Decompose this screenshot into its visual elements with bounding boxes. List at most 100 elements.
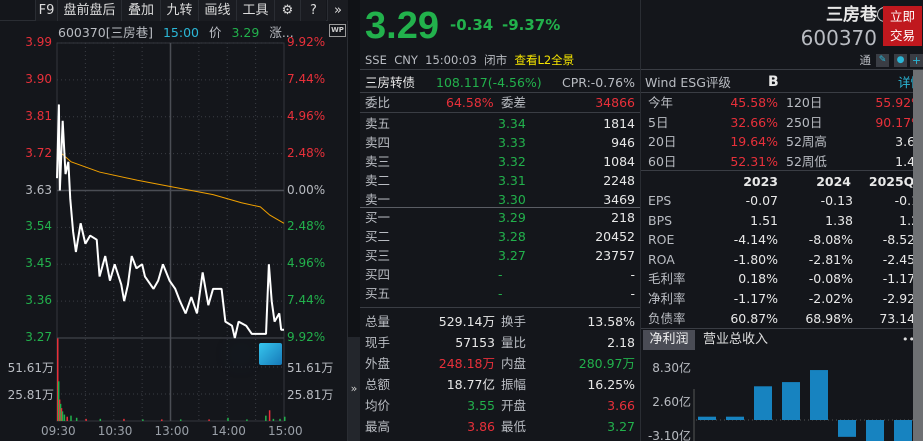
bid-volume: 218: [611, 210, 635, 225]
bid-price: -: [498, 286, 503, 301]
fin-value: -4.14%: [733, 232, 778, 248]
perf-row: 今年 45.58% 120日 55.92%: [641, 93, 923, 112]
tong-label[interactable]: 通: [859, 53, 872, 67]
l2-link[interactable]: 查看L2全景: [514, 53, 575, 67]
edit-icon[interactable]: ✎: [876, 54, 889, 67]
y-axis-label-left: 3.54: [25, 219, 52, 234]
wp-icon[interactable]: WP: [329, 24, 346, 37]
fin-label: BPS: [648, 212, 673, 228]
cursor-price: 3.29: [231, 25, 260, 40]
scroll-to-latest-button[interactable]: [259, 343, 282, 365]
volume-bar: [268, 410, 271, 421]
weibi-value: 64.58%: [446, 95, 494, 110]
bid-row: 买五 - -: [360, 284, 640, 303]
toolbar-button-3[interactable]: 九转: [160, 0, 198, 21]
perf-value: 32.66%: [730, 114, 778, 130]
ask-price: 3.34: [498, 116, 526, 131]
perf-row: 60日 52.31% 52周低 1.48: [641, 152, 923, 171]
fin-row: ROA -1.80% -2.81% -2.45%: [641, 250, 923, 269]
bar: [894, 420, 912, 441]
volume-bar: [265, 415, 267, 421]
gear-icon[interactable]: ⚙: [274, 0, 300, 21]
stat-label: 均价: [365, 398, 391, 413]
bid-volume: 23757: [595, 248, 635, 263]
add-icon[interactable]: +: [910, 54, 923, 67]
perf-label: 120日: [786, 95, 823, 110]
bid-price: 3.27: [498, 248, 526, 263]
bid-price: 3.29: [498, 210, 526, 225]
volume-bar: [60, 408, 63, 421]
toolbar-button-0[interactable]: F9: [35, 0, 57, 21]
ask-row: 卖二 3.31 2248: [360, 171, 640, 190]
time-axis-label: 09:30: [41, 424, 76, 438]
y-axis-label-right: 7.44%: [287, 293, 326, 308]
fin-label: 毛利率: [648, 271, 686, 287]
weibi-label: 委比: [365, 95, 391, 110]
tab-revenue[interactable]: 营业总收入: [703, 332, 769, 347]
tab-net-profit[interactable]: 净利润: [643, 330, 695, 350]
expand-icon[interactable]: »: [327, 0, 348, 21]
y-axis-label-left: 3.81: [25, 108, 52, 123]
trade-now-button[interactable]: 立即 交易: [883, 6, 922, 46]
divider: [360, 112, 640, 113]
esg-grade: B: [768, 74, 779, 90]
fin-value: -8.52%: [882, 232, 923, 248]
fin-value: -8.08%: [808, 232, 853, 248]
fin-value: -0.13: [820, 193, 853, 208]
y-axis-label-left: 3.27: [25, 330, 52, 344]
stat-label: 总量: [365, 314, 391, 329]
y-axis-label-left: 3.63: [25, 182, 52, 197]
bar: [866, 420, 884, 441]
stock-code: 600370: [800, 26, 877, 50]
y-axis-label-right: 2.48%: [287, 145, 326, 160]
fin-value: -2.81%: [808, 251, 853, 267]
ask-volume: 946: [611, 135, 635, 150]
bond-row[interactable]: 三房转债 108.117(-4.56%) CPR:-0.76%: [360, 73, 640, 92]
ask-row: 卖四 3.33 946: [360, 133, 640, 152]
ask-label: 卖二: [365, 173, 391, 188]
fin-value: -2.45%: [882, 251, 923, 267]
esg-row: Wind ESG评级 B 详情: [641, 73, 923, 92]
collapse-panel-button[interactable]: »: [348, 337, 360, 441]
toolbar-button-2[interactable]: 叠加: [121, 0, 160, 21]
bond-value: 108.117(-4.56%): [436, 75, 542, 90]
year-header: 2025Q3: [868, 174, 923, 189]
toolbar-button-1[interactable]: 盘前盘后: [57, 0, 121, 21]
ask-label: 卖五: [365, 116, 391, 131]
bid-price: -: [498, 267, 503, 282]
stat-value: 529.14万: [438, 314, 495, 329]
y-axis-label-left: 3.45: [25, 256, 52, 271]
y-axis-label-left: 3.72: [25, 145, 52, 160]
stat-row: 总量 529.14万 换手 13.58%: [360, 312, 640, 331]
ask-row: 卖五 3.34 1814: [360, 114, 640, 133]
toolbar-button-4[interactable]: 画线: [198, 0, 236, 21]
ask-price: 3.30: [498, 192, 526, 207]
stat-value: 3.86: [467, 419, 495, 434]
help-icon[interactable]: ?: [300, 0, 326, 21]
volume-axis-label-right: 25.81万: [287, 388, 334, 402]
y-axis-label-right: 9.92%: [287, 35, 326, 49]
fin-label: 负债率: [648, 310, 686, 326]
bell-icon[interactable]: ●: [894, 54, 907, 67]
fin-value: -2.02%: [808, 291, 853, 306]
price-line: [56, 104, 284, 339]
scrollbar[interactable]: [913, 70, 923, 441]
stock-code-name: 600370[三房巷]: [58, 25, 153, 40]
price-change: -0.34: [450, 16, 494, 34]
year-header: 2024: [816, 174, 851, 189]
time-axis-label: 14:00: [211, 424, 246, 438]
intraday-chart[interactable]: [0, 0, 348, 441]
fin-row: EPS-0.07-0.13-0.12: [641, 191, 923, 210]
bar: [754, 386, 772, 420]
y-axis-label-left: 3.90: [25, 71, 52, 86]
y-axis-label-left: 3.99: [25, 35, 52, 49]
chart-toolbar: F9 盘前盘后 叠加 九转 画线 工具 ⚙?»: [0, 0, 348, 21]
toolbar-button-5[interactable]: 工具: [236, 0, 274, 21]
divider: [360, 207, 640, 208]
ask-volume: 3469: [603, 192, 635, 207]
divider: [360, 307, 640, 308]
stat-row: 外盘 248.18万 内盘 280.97万: [360, 354, 640, 373]
panel-divider: [348, 0, 360, 441]
price-label: 价: [208, 25, 222, 40]
